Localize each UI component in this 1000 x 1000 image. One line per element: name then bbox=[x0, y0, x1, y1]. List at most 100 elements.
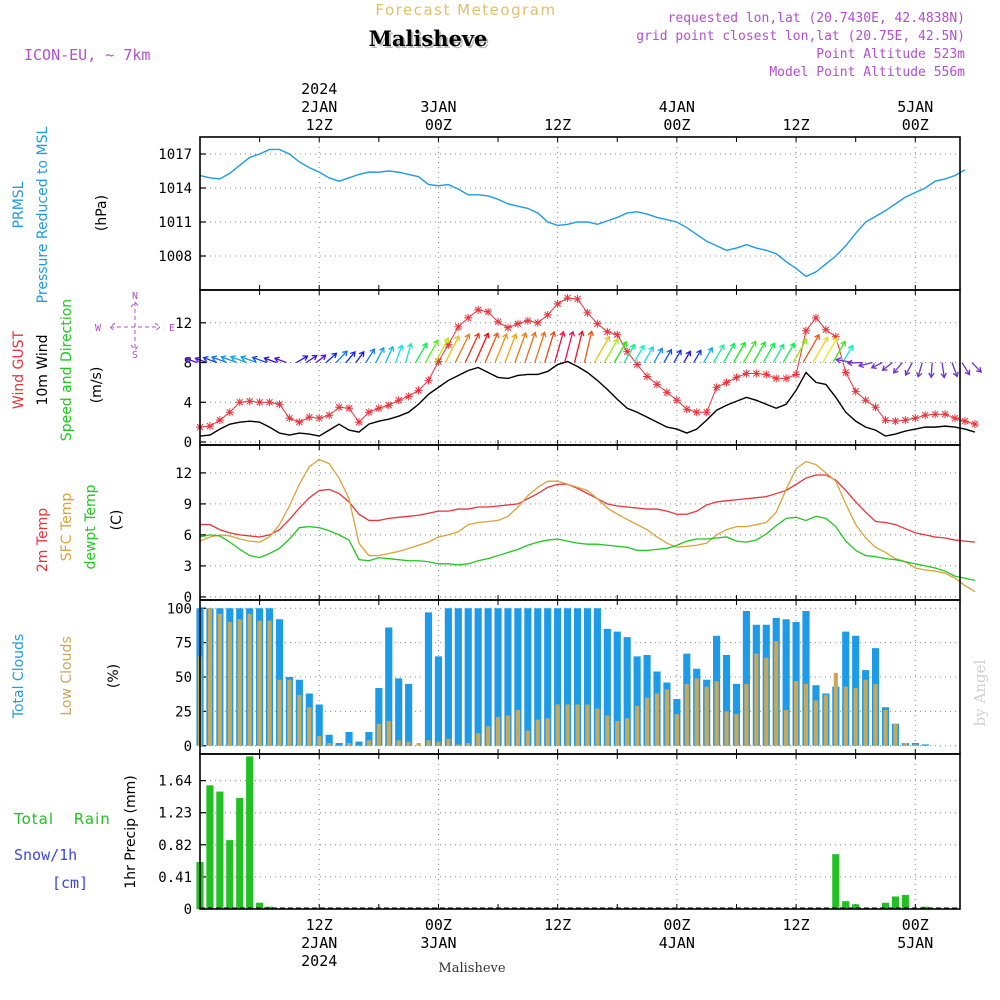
wind-gust-marker bbox=[692, 408, 701, 417]
wind-arrow bbox=[221, 356, 237, 364]
temperature-panel: 2m Temp SFC Temp dewpt Temp (C) 0 3 6 9 12 bbox=[35, 444, 976, 606]
bottom-time-label: 3JAN bbox=[420, 934, 456, 952]
bottom-time-label: 12Z bbox=[306, 916, 333, 934]
wind-gust-marker bbox=[712, 383, 721, 392]
wind-arrow-head bbox=[940, 372, 947, 379]
wind-arrow bbox=[335, 350, 348, 363]
location-title: Malisheve bbox=[369, 26, 488, 51]
low-clouds-bar bbox=[615, 721, 620, 746]
wind-arrow bbox=[703, 347, 713, 363]
bottom-time-label: 12Z bbox=[783, 916, 810, 934]
total-clouds-bar bbox=[325, 734, 333, 746]
low-clouds-bar bbox=[436, 741, 441, 746]
credit-watermark: by Angel bbox=[971, 659, 989, 726]
wind-arrow bbox=[961, 362, 971, 375]
total-clouds-bar bbox=[613, 631, 621, 746]
low-clouds-bar bbox=[664, 689, 670, 746]
wind-arrow bbox=[673, 349, 682, 363]
wind-arrow-head bbox=[822, 336, 829, 343]
wind-gust-marker bbox=[821, 325, 830, 334]
low-clouds-bar bbox=[505, 715, 511, 746]
total-clouds-bar bbox=[345, 732, 353, 746]
wind-arrow bbox=[252, 356, 267, 364]
wind-arrow-head bbox=[696, 349, 702, 356]
wind-arrow bbox=[842, 345, 854, 363]
wind-arrow-head bbox=[928, 372, 935, 379]
total-clouds-label: Total Clouds bbox=[11, 634, 27, 719]
wind-arrow-head bbox=[976, 366, 982, 373]
total-clouds-bar bbox=[454, 608, 462, 746]
model-name: ICON-EU, ~ 7km bbox=[24, 46, 150, 64]
wind-arrow-head bbox=[331, 352, 338, 359]
wind-arrow-head bbox=[349, 351, 356, 357]
panel-frame bbox=[199, 444, 961, 601]
low-clouds-bar bbox=[744, 683, 749, 746]
wind-gust-marker bbox=[782, 374, 791, 383]
wind-gust-marker bbox=[960, 417, 969, 426]
low-clouds-bar bbox=[267, 620, 272, 746]
y-tick-label: 8 bbox=[184, 356, 192, 372]
wind-arrow-head bbox=[801, 338, 808, 345]
wind-arrow bbox=[893, 362, 903, 374]
point-altitude: Point Altitude 523m bbox=[816, 47, 965, 62]
wind-arrow bbox=[762, 343, 775, 363]
wind-gust-marker bbox=[762, 370, 771, 379]
total-clouds-bar bbox=[484, 608, 492, 746]
total-clouds-bar bbox=[335, 743, 343, 746]
wind-gust-marker bbox=[831, 332, 840, 341]
wind-arrow-head bbox=[549, 330, 557, 337]
temp-unit: (C) bbox=[109, 510, 125, 531]
wind-arrow bbox=[623, 344, 636, 363]
pressure-unit: (hPa) bbox=[94, 195, 110, 231]
wind-arrow bbox=[822, 337, 838, 363]
y-tick-label: 0 bbox=[184, 435, 192, 451]
low-clouds-bar bbox=[565, 704, 570, 746]
low-clouds-bar bbox=[386, 721, 391, 746]
low-clouds-bar bbox=[575, 704, 580, 746]
wind-gust-marker bbox=[305, 413, 314, 422]
top-time-label: 4JAN bbox=[659, 98, 695, 116]
bottom-time-label: 00Z bbox=[902, 916, 929, 934]
rain-bar bbox=[206, 785, 214, 909]
total-clouds-bar bbox=[593, 608, 601, 746]
wind-arrow-head bbox=[493, 331, 500, 339]
y-tick-label: 50 bbox=[175, 670, 192, 686]
low-clouds-bar bbox=[426, 740, 431, 746]
wind-gust-marker bbox=[871, 403, 880, 412]
wind-gust-marker bbox=[434, 357, 443, 366]
total-clouds-bar bbox=[464, 608, 472, 746]
y-tick-label: 9 bbox=[184, 497, 192, 513]
low-clouds-bar bbox=[486, 726, 491, 746]
wind-arrow bbox=[195, 357, 208, 364]
top-time-label: 12Z bbox=[306, 116, 333, 134]
wind-arrow-head bbox=[320, 354, 327, 361]
wind-gust-marker bbox=[861, 396, 870, 405]
compass-west: W bbox=[95, 323, 102, 334]
total-clouds-bar bbox=[921, 744, 929, 746]
wind-arrow bbox=[847, 361, 863, 364]
wind-gust-marker bbox=[513, 319, 522, 328]
wind-arrow bbox=[603, 338, 619, 363]
wind-arrow bbox=[315, 354, 327, 364]
rain-bar bbox=[236, 797, 244, 909]
low-clouds-bar bbox=[545, 718, 550, 746]
wind-arrow bbox=[802, 334, 820, 363]
wind-arrow-head bbox=[857, 361, 865, 369]
wind-arrow bbox=[752, 341, 766, 363]
wind-arrow bbox=[203, 357, 218, 364]
wind-arrow bbox=[296, 355, 308, 364]
wind-gust-marker bbox=[494, 317, 503, 326]
wind-gust-marker bbox=[414, 386, 423, 395]
wind-arrow-head bbox=[666, 348, 673, 355]
wind-arrow bbox=[871, 361, 883, 369]
wind-gust-marker bbox=[702, 408, 711, 417]
wind-gust-marker bbox=[533, 318, 542, 327]
top-time-label: 00Z bbox=[902, 116, 929, 134]
low-clouds-bar bbox=[495, 716, 501, 746]
wind-gust-marker bbox=[732, 373, 741, 382]
wind-arrow bbox=[554, 331, 565, 363]
total-clouds-bar bbox=[742, 611, 750, 746]
wind-arrow-head bbox=[587, 330, 594, 337]
wind-arrow-head bbox=[740, 341, 746, 348]
low-clouds-bar bbox=[635, 705, 640, 746]
